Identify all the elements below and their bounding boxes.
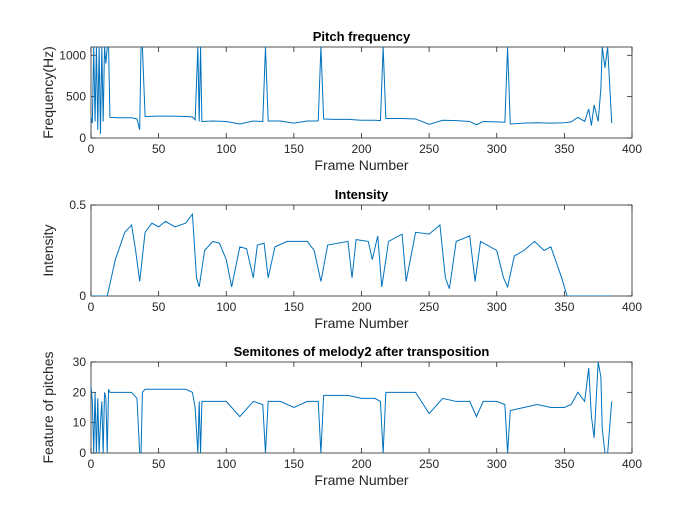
x-tick-label: 250 xyxy=(419,142,439,156)
data-line xyxy=(91,47,613,134)
data-line xyxy=(91,362,613,453)
chart-title: Intensity xyxy=(335,187,389,202)
x-tick-label: 300 xyxy=(487,142,507,156)
y-tick-label: 1000 xyxy=(59,48,86,62)
data-line xyxy=(91,212,612,296)
y-tick-label: 10 xyxy=(73,416,87,430)
x-tick-label: 300 xyxy=(487,457,507,471)
x-tick-label: 150 xyxy=(284,457,304,471)
y-axis-label: Frequency(Hz) xyxy=(40,46,56,139)
x-tick-label: 200 xyxy=(351,300,371,314)
x-tick-label: 100 xyxy=(216,142,236,156)
y-axis-label: Feature of pitches xyxy=(40,351,56,463)
x-tick-label: 250 xyxy=(419,300,439,314)
axes-box xyxy=(90,46,633,139)
chart-title: Semitones of melody2 after transposition xyxy=(234,344,490,359)
y-tick-label: 0 xyxy=(79,289,86,303)
y-tick-label: 0.5 xyxy=(69,198,86,212)
x-tick-label: 400 xyxy=(622,142,642,156)
x-axis-label: Frame Number xyxy=(314,315,408,331)
x-axis-label: Frame Number xyxy=(314,472,408,488)
axes-box xyxy=(90,204,633,297)
y-tick-label: 20 xyxy=(73,385,87,399)
x-tick-label: 300 xyxy=(487,300,507,314)
x-tick-label: 350 xyxy=(554,300,574,314)
x-tick-label: 400 xyxy=(622,300,642,314)
x-tick-label: 350 xyxy=(554,457,574,471)
y-tick-label: 0 xyxy=(79,131,86,145)
x-tick-label: 0 xyxy=(88,457,95,471)
x-tick-label: 250 xyxy=(419,457,439,471)
x-tick-label: 50 xyxy=(152,300,166,314)
x-axis-label: Frame Number xyxy=(314,157,408,173)
x-tick-label: 0 xyxy=(88,142,95,156)
x-tick-label: 100 xyxy=(216,457,236,471)
x-tick-label: 50 xyxy=(152,457,166,471)
x-tick-label: 0 xyxy=(88,300,95,314)
chart-title: Pitch frequency xyxy=(313,29,411,44)
x-tick-label: 150 xyxy=(284,300,304,314)
y-tick-label: 500 xyxy=(66,90,86,104)
axes-box xyxy=(90,361,633,454)
x-tick-label: 400 xyxy=(622,457,642,471)
x-tick-label: 50 xyxy=(152,142,166,156)
y-tick-label: 30 xyxy=(73,355,87,369)
y-axis-label: Intensity xyxy=(40,224,56,276)
x-tick-label: 350 xyxy=(554,142,574,156)
x-tick-label: 200 xyxy=(351,457,371,471)
y-tick-label: 0 xyxy=(79,446,86,460)
x-tick-label: 200 xyxy=(351,142,371,156)
x-tick-label: 150 xyxy=(284,142,304,156)
x-tick-label: 100 xyxy=(216,300,236,314)
